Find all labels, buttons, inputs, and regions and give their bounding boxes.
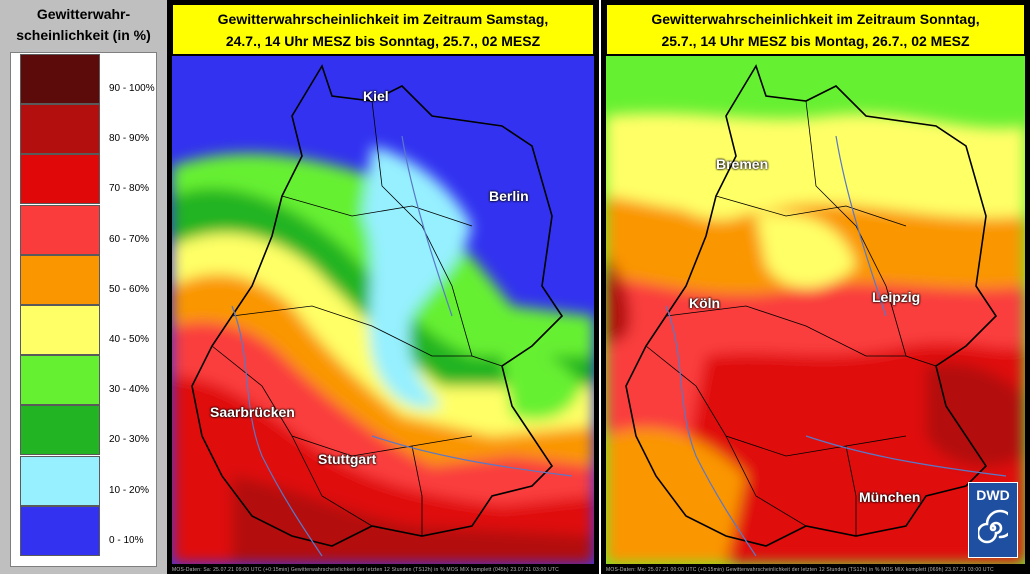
city-label-koeln: Köln — [689, 295, 721, 311]
legend-class-label: 80 - 90% — [109, 133, 150, 145]
dwd-logo: DWD — [968, 482, 1018, 558]
legend-panel: Gewitterwahr- scheinlichkeit (in %) 90 -… — [0, 0, 167, 574]
panel-title-line2: 25.7., 14 Uhr MESZ bis Montag, 26.7., 02… — [661, 33, 970, 49]
panel-title-line1: Gewitterwahrscheinlichkeit im Zeitraum S… — [217, 11, 549, 27]
probability-map — [606, 56, 1025, 564]
panel-title: Gewitterwahrscheinlichkeit im Zeitraum S… — [606, 4, 1025, 55]
legend-swatch — [20, 54, 100, 104]
legend-class-label: 10 - 20% — [109, 484, 150, 496]
legend-class-label: 90 - 100% — [109, 83, 155, 94]
legend-swatch — [20, 104, 100, 155]
legend-title: Gewitterwahr- scheinlichkeit (in %) — [0, 4, 167, 46]
panel-title: Gewitterwahrscheinlichkeit im Zeitraum S… — [172, 4, 594, 55]
legend-class-label: 50 - 60% — [109, 283, 150, 295]
legend-swatch — [20, 305, 100, 355]
legend-swatch — [20, 505, 100, 556]
legend-class-label: 60 - 70% — [109, 233, 150, 245]
probability-map-graphic — [172, 56, 594, 564]
legend-swatch — [20, 154, 100, 205]
panel-title-line2: 24.7., 14 Uhr MESZ bis Sonntag, 25.7., 0… — [225, 33, 541, 49]
map-panel-saturday: Gewitterwahrscheinlichkeit im Zeitraum S… — [167, 0, 599, 574]
city-label-bremen: Bremen — [716, 156, 769, 172]
legend-title-line1: Gewitterwahr- — [36, 6, 131, 22]
city-label-stuttgart: Stuttgart — [318, 451, 377, 467]
map-footer-text: MOS-Daten: Mo: 25.07.21 00:00 UTC (+0:15… — [606, 567, 994, 573]
legend-scale: 90 - 100% 80 - 90% 70 - 80% 60 - 70% 50 - 60… — [10, 52, 157, 567]
panel-title-line1: Gewitterwahrscheinlichkeit im Zeitraum S… — [651, 11, 980, 27]
legend-class-label: 20 - 30% — [109, 434, 150, 446]
legend-swatch — [20, 405, 100, 456]
city-label-muenchen: München — [859, 489, 921, 505]
legend-class-label: 0 - 10% — [109, 534, 144, 546]
city-label-leipzig: Leipzig — [872, 289, 921, 305]
city-label-berlin: Berlin — [489, 188, 529, 204]
city-label-kiel: Kiel — [363, 88, 389, 104]
legend-swatch — [20, 204, 100, 255]
dwd-spiral-icon — [978, 509, 1008, 544]
legend-class-label: 40 - 50% — [109, 334, 150, 345]
city-label-saarbruecken: Saarbrücken — [210, 404, 295, 420]
map-panel-sunday: Gewitterwahrscheinlichkeit im Zeitraum S… — [601, 0, 1030, 574]
legend-title-line2: scheinlichkeit (in %) — [16, 27, 151, 43]
dwd-logo-text: DWD — [976, 487, 1010, 503]
legend-swatch — [20, 254, 100, 305]
map-footer-text: MOS-Daten: Sa: 25.07.21 09:00 UTC (+0:15… — [172, 567, 559, 573]
probability-map — [172, 56, 594, 564]
probability-map-graphic — [606, 56, 1025, 564]
legend-swatch — [20, 455, 100, 506]
legend-swatch — [20, 355, 100, 406]
legend-class-label: 30 - 40% — [109, 384, 150, 396]
legend-class-label: 70 - 80% — [109, 183, 150, 195]
